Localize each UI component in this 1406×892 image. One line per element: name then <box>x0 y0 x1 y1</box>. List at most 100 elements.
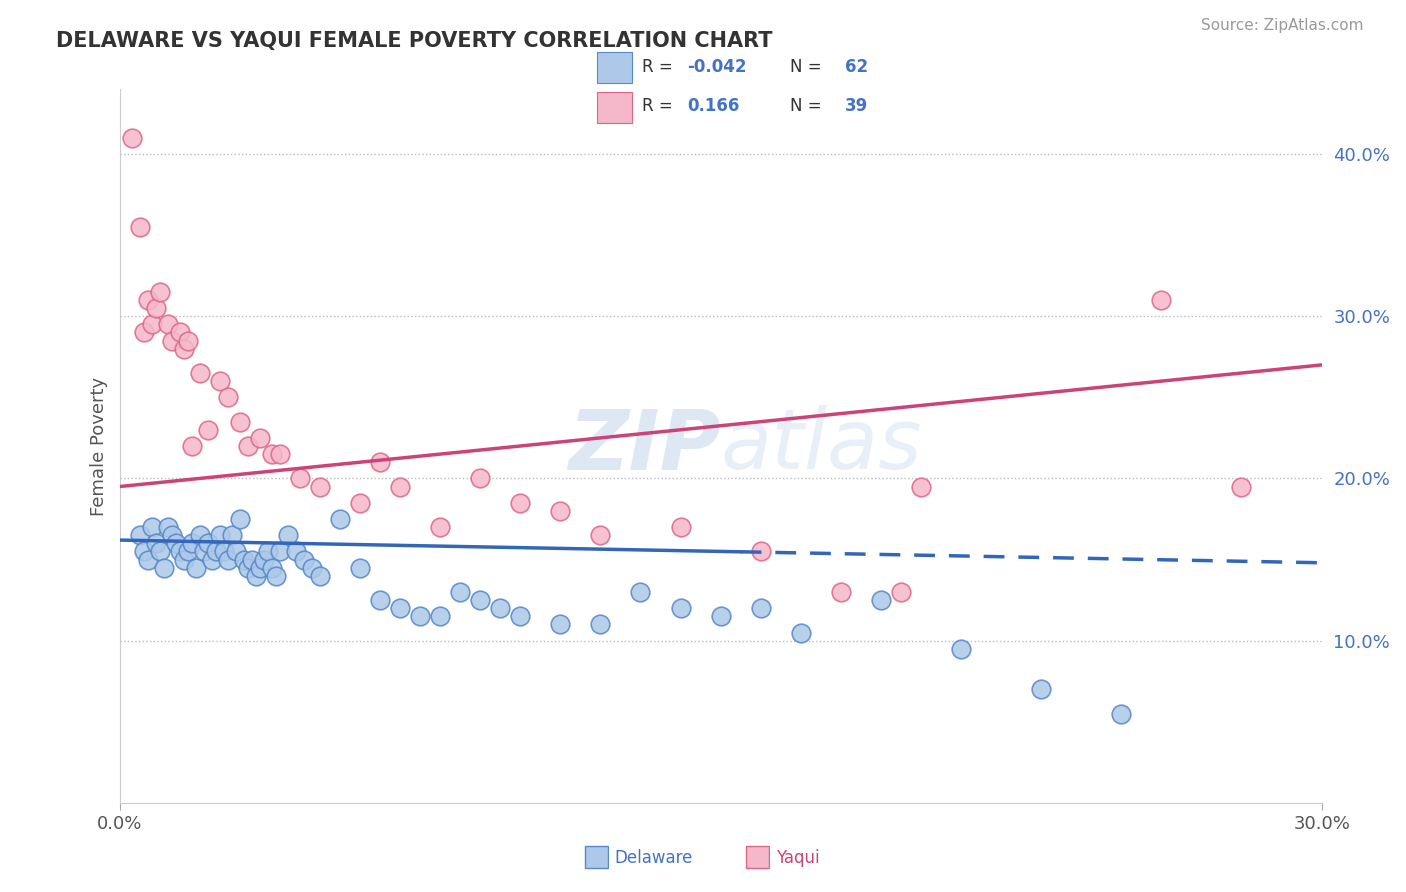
Point <box>197 536 219 550</box>
Point <box>145 536 167 550</box>
Point <box>709 609 731 624</box>
Point <box>388 479 412 493</box>
Point <box>236 560 259 574</box>
Point <box>749 601 772 615</box>
Point <box>228 415 252 429</box>
Text: Delaware: Delaware <box>614 849 693 867</box>
Point <box>468 593 492 607</box>
Text: DELAWARE VS YAQUI FEMALE POVERTY CORRELATION CHART: DELAWARE VS YAQUI FEMALE POVERTY CORRELA… <box>56 31 773 51</box>
Point <box>256 544 278 558</box>
Point <box>169 326 191 340</box>
Point <box>830 585 852 599</box>
Point <box>630 585 652 599</box>
Point <box>149 285 172 299</box>
Text: N =: N = <box>790 97 827 115</box>
Point <box>245 568 267 582</box>
Point <box>489 601 512 615</box>
Point <box>136 552 159 566</box>
Point <box>589 617 612 632</box>
Point <box>1230 479 1253 493</box>
Point <box>240 552 263 566</box>
Point <box>156 318 179 332</box>
Point <box>509 609 531 624</box>
Text: Yaqui: Yaqui <box>776 849 820 867</box>
Point <box>449 585 471 599</box>
Point <box>149 544 172 558</box>
Point <box>160 528 183 542</box>
Point <box>669 520 692 534</box>
Point <box>169 544 191 558</box>
Point <box>468 471 492 485</box>
Text: 39: 39 <box>845 97 869 115</box>
Point <box>260 560 283 574</box>
Point <box>188 366 211 380</box>
Point <box>132 544 155 558</box>
Point <box>145 301 167 315</box>
Point <box>429 520 451 534</box>
Point <box>388 601 412 615</box>
Point <box>292 552 315 566</box>
Point <box>249 431 271 445</box>
Point <box>550 617 572 632</box>
Point <box>152 560 174 574</box>
Point <box>165 536 187 550</box>
Point <box>790 625 813 640</box>
Point <box>950 641 973 656</box>
Point <box>208 374 231 388</box>
Point <box>309 479 332 493</box>
Point <box>136 293 159 307</box>
Point <box>132 326 155 340</box>
Point <box>269 544 291 558</box>
Point <box>121 131 143 145</box>
Point <box>193 544 215 558</box>
Point <box>869 593 893 607</box>
Point <box>204 544 226 558</box>
Point <box>236 439 259 453</box>
Point <box>217 552 239 566</box>
Point <box>589 528 612 542</box>
Text: -0.042: -0.042 <box>688 59 747 77</box>
Text: atlas: atlas <box>720 406 922 486</box>
Point <box>176 544 198 558</box>
Point <box>221 528 243 542</box>
Point <box>260 447 283 461</box>
Point <box>329 512 352 526</box>
Text: R =: R = <box>643 97 683 115</box>
Point <box>208 528 231 542</box>
Point <box>180 536 202 550</box>
Y-axis label: Female Poverty: Female Poverty <box>90 376 108 516</box>
Text: Source: ZipAtlas.com: Source: ZipAtlas.com <box>1201 18 1364 33</box>
Point <box>349 560 371 574</box>
Point <box>225 544 247 558</box>
Text: N =: N = <box>790 59 827 77</box>
Point <box>228 512 252 526</box>
Point <box>349 496 371 510</box>
Point <box>217 390 239 404</box>
Point <box>160 334 183 348</box>
Point <box>249 560 271 574</box>
Text: ZIP: ZIP <box>568 406 720 486</box>
Point <box>269 447 291 461</box>
FancyBboxPatch shape <box>598 92 631 122</box>
Point <box>253 552 276 566</box>
Point <box>264 568 287 582</box>
Point <box>184 560 207 574</box>
Point <box>176 334 198 348</box>
FancyBboxPatch shape <box>585 846 607 869</box>
Point <box>288 471 311 485</box>
Point <box>509 496 531 510</box>
Point <box>128 220 150 235</box>
Point <box>1150 293 1173 307</box>
Point <box>156 520 179 534</box>
FancyBboxPatch shape <box>598 53 631 83</box>
Point <box>141 318 163 332</box>
Point <box>128 528 150 542</box>
Point <box>277 528 299 542</box>
Point <box>141 520 163 534</box>
Point <box>309 568 332 582</box>
Text: 0.166: 0.166 <box>688 97 740 115</box>
Point <box>409 609 432 624</box>
Point <box>1111 706 1133 721</box>
Text: 62: 62 <box>845 59 869 77</box>
Point <box>212 544 235 558</box>
